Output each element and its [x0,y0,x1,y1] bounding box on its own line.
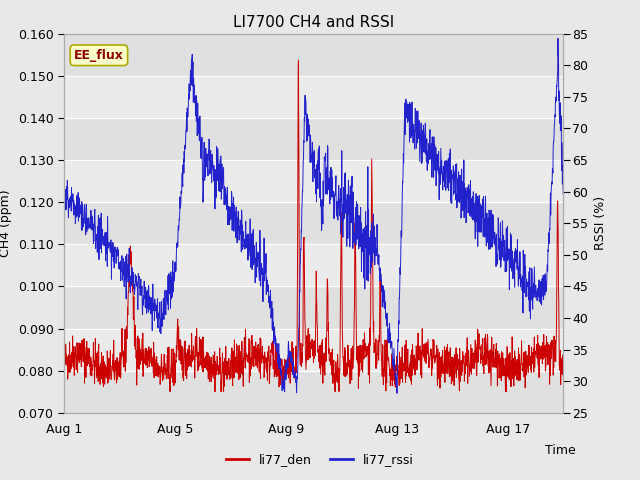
Bar [64,328,563,371]
Text: Time: Time [545,444,576,456]
Y-axis label: CH4 (ppm): CH4 (ppm) [0,190,12,257]
Bar [64,118,563,160]
Bar [64,76,563,118]
Bar [64,287,563,328]
Text: EE_flux: EE_flux [74,49,124,62]
Bar [64,34,563,76]
Bar [64,160,563,202]
Bar [64,244,563,287]
Bar [64,371,563,413]
Bar [64,202,563,244]
Legend: li77_den, li77_rssi: li77_den, li77_rssi [221,448,419,471]
Title: LI7700 CH4 and RSSI: LI7700 CH4 and RSSI [233,15,394,30]
Y-axis label: RSSI (%): RSSI (%) [594,196,607,250]
